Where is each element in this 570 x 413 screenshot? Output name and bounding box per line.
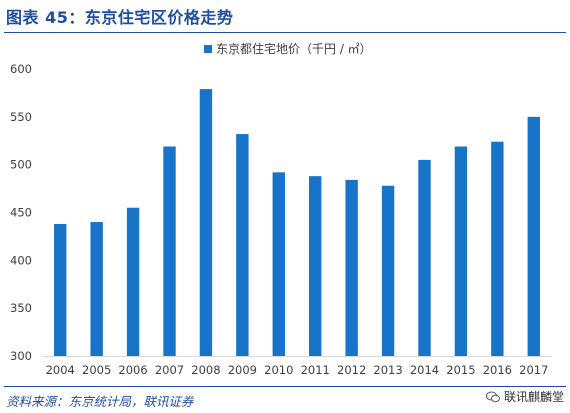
- bar-2005: [90, 222, 103, 356]
- y-tick-label: 400: [10, 253, 32, 267]
- wechat-icon: [485, 391, 500, 402]
- legend-swatch: [204, 45, 212, 53]
- bar-2014: [418, 159, 431, 356]
- y-tick-label: 600: [10, 62, 32, 76]
- y-tick-label: 550: [10, 110, 32, 124]
- bar-2010: [272, 172, 285, 356]
- x-tick-label: 2006: [118, 363, 147, 377]
- x-tick-label: 2015: [446, 363, 475, 377]
- source-note: 资料来源：东京统计局，联讯证券: [6, 394, 194, 409]
- x-tick-label: 2014: [410, 363, 439, 377]
- title-rule: [4, 32, 566, 33]
- y-tick-label: 300: [10, 349, 32, 363]
- x-tick-label: 2010: [264, 363, 293, 377]
- x-tick-label: 2005: [82, 363, 111, 377]
- bar-2013: [381, 185, 395, 356]
- legend-label: 东京都住宅地价（千円 / ㎡）: [216, 41, 372, 56]
- bar-2015: [454, 146, 468, 356]
- x-tick-label: 2012: [337, 363, 366, 377]
- bar-2017: [527, 116, 540, 356]
- x-tick-label: 2008: [191, 363, 220, 377]
- bar-2006: [126, 207, 140, 356]
- x-tick-label: 2007: [155, 363, 184, 377]
- x-tick-label: 2004: [46, 363, 75, 377]
- bar-2009: [236, 134, 249, 356]
- bar-2012: [345, 179, 358, 356]
- watermark-text: 联讯麒麟堂: [503, 390, 564, 404]
- y-tick-label: 500: [10, 158, 32, 172]
- x-tick-label: 2016: [483, 363, 512, 377]
- y-tick-label: 450: [10, 206, 32, 220]
- figure-title: 图表 45：东京住宅区价格走势: [6, 8, 234, 27]
- bar-2016: [491, 141, 504, 356]
- watermark: 联讯麒麟堂: [485, 388, 564, 405]
- x-tick-label: 2009: [228, 363, 257, 377]
- x-tick-label: 2011: [301, 363, 330, 377]
- y-tick-label: 350: [10, 301, 32, 315]
- source-rule: [4, 386, 566, 387]
- bar-2007: [163, 146, 176, 356]
- x-tick-label: 2017: [519, 363, 548, 377]
- x-tick-label: 2013: [373, 363, 402, 377]
- bar-2011: [309, 176, 322, 356]
- bar-2004: [54, 223, 67, 356]
- bar-2008: [199, 89, 213, 356]
